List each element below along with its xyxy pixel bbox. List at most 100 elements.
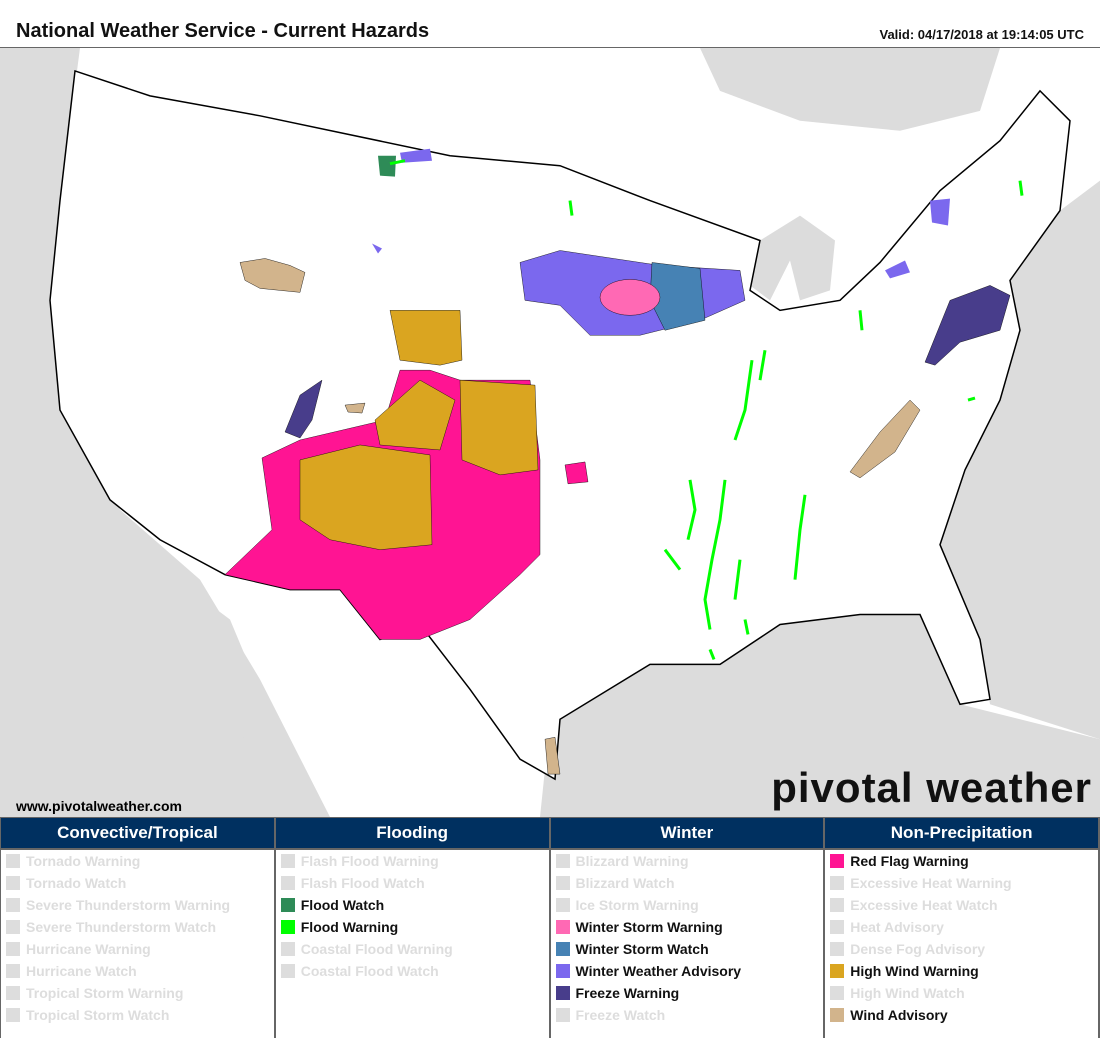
legend-swatch xyxy=(280,854,295,868)
legend-label: Coastal Flood Warning xyxy=(300,941,453,957)
legend-swatch xyxy=(830,920,845,934)
legend-label: Wind Advisory xyxy=(850,1007,948,1023)
legend-label: Heat Advisory xyxy=(850,919,944,935)
legend-item: Excessive Heat Warning xyxy=(825,872,1098,894)
freeze-warning-areas xyxy=(284,285,1011,439)
legend-item: Dense Fog Advisory xyxy=(825,938,1098,960)
legend-item: Tornado Watch xyxy=(1,872,274,894)
legend-item: Winter Storm Warning xyxy=(551,916,824,938)
high-wind-warning-areas xyxy=(299,310,539,550)
legend-column-flooding: Flooding Flash Flood Warning Flash Flood W… xyxy=(275,818,551,1038)
legend-swatch xyxy=(280,920,295,934)
legend-item: Hurricane Watch xyxy=(1,960,274,982)
legend-swatch xyxy=(280,942,295,956)
legend-item: Tropical Storm Warning xyxy=(1,982,274,1004)
legend-item: Excessive Heat Watch xyxy=(825,894,1098,916)
legend-item: Coastal Flood Warning xyxy=(276,938,549,960)
legend-item: Winter Storm Watch xyxy=(551,938,824,960)
legend-item: Freeze Warning xyxy=(551,982,824,1004)
legend-swatch xyxy=(830,942,845,956)
legend-swatch xyxy=(830,876,845,890)
legend-label: Excessive Heat Watch xyxy=(850,897,998,913)
legend-item: Severe Thunderstorm Warning xyxy=(1,894,274,916)
legend-item: Hurricane Warning xyxy=(1,938,274,960)
legend-item: Blizzard Warning xyxy=(551,850,824,872)
legend-item: Heat Advisory xyxy=(825,916,1098,938)
legend-swatch xyxy=(555,854,570,868)
legend-item: Coastal Flood Watch xyxy=(276,960,549,982)
legend-swatch xyxy=(6,964,20,978)
legend-label: Flash Flood Watch xyxy=(300,875,425,891)
legend-label: Freeze Watch xyxy=(575,1007,666,1023)
legend-swatch xyxy=(6,920,20,934)
legend-item: Flood Watch xyxy=(276,894,549,916)
website-label: www.pivotalweather.com xyxy=(16,798,182,814)
winter-storm-warning-area xyxy=(599,279,661,316)
legend-swatch xyxy=(555,920,570,934)
legend-label: Red Flag Warning xyxy=(850,853,969,869)
legend-label: Winter Weather Advisory xyxy=(575,963,742,979)
legend-swatch xyxy=(555,898,570,912)
legend-label: Tropical Storm Watch xyxy=(26,1007,170,1023)
legend-swatch xyxy=(280,964,295,978)
legend-swatch xyxy=(6,876,20,890)
flood-warning-areas xyxy=(389,159,1024,660)
legend-label: Ice Storm Warning xyxy=(575,897,699,913)
legend-column-non-precipitation: Non-Precipitation Red Flag Warning Excessi… xyxy=(825,818,1100,1038)
legend-item: High Wind Warning xyxy=(825,960,1098,982)
legend-label: Freeze Warning xyxy=(575,985,680,1001)
pacific-ocean xyxy=(0,48,330,817)
legend-swatch xyxy=(6,1008,20,1022)
legend-label: Flash Flood Warning xyxy=(300,853,439,869)
legend-label: Tropical Storm Warning xyxy=(26,985,184,1001)
legend: Convective/Tropical Tornado Warning Tornad… xyxy=(0,818,1100,1038)
legend-swatch xyxy=(830,986,845,1000)
legend-column-header: Flooding xyxy=(275,818,549,850)
legend-column-convective-tropical: Convective/Tropical Tornado Warning Tornad… xyxy=(0,818,276,1038)
legend-label: Severe Thunderstorm Warning xyxy=(26,897,231,913)
legend-swatch xyxy=(6,898,20,912)
legend-item: Severe Thunderstorm Watch xyxy=(1,916,274,938)
legend-swatch xyxy=(555,986,570,1000)
legend-label: Severe Thunderstorm Watch xyxy=(26,919,217,935)
legend-column-header: Winter xyxy=(550,818,824,850)
legend-swatch xyxy=(830,1008,845,1022)
legend-label: Tornado Warning xyxy=(26,853,141,869)
legend-label: Blizzard Warning xyxy=(575,853,689,869)
pivotal-weather-logo: pivotal weather xyxy=(771,764,1092,811)
legend-label: Winter Storm Warning xyxy=(575,919,723,935)
legend-label: Flood Warning xyxy=(300,919,399,935)
legend-label: High Wind Warning xyxy=(850,963,979,979)
legend-item: High Wind Watch xyxy=(825,982,1098,1004)
legend-column-winter: Winter Blizzard Warning Blizzard Watch Ice … xyxy=(550,818,826,1038)
legend-swatch xyxy=(830,964,845,978)
legend-label: High Wind Watch xyxy=(850,985,965,1001)
legend-swatch xyxy=(6,854,20,868)
valid-time: Valid: 04/17/2018 at 19:14:05 UTC xyxy=(879,27,1084,42)
legend-item: Red Flag Warning xyxy=(825,850,1098,872)
legend-swatch xyxy=(280,898,295,912)
legend-swatch xyxy=(555,964,570,978)
flood-watch-area xyxy=(378,155,396,177)
legend-item: Winter Weather Advisory xyxy=(551,960,824,982)
legend-swatch xyxy=(6,986,20,1000)
legend-swatch xyxy=(6,942,20,956)
legend-swatch xyxy=(555,876,570,890)
legend-item: Blizzard Watch xyxy=(551,872,824,894)
page-title: National Weather Service - Current Hazar… xyxy=(16,20,430,42)
legend-swatch xyxy=(830,898,845,912)
legend-item: Tornado Warning xyxy=(1,850,274,872)
legend-item: Tropical Storm Watch xyxy=(1,1004,274,1026)
legend-label: Blizzard Watch xyxy=(575,875,675,891)
legend-item: Flash Flood Warning xyxy=(276,850,549,872)
atlantic-ocean xyxy=(940,180,1100,740)
legend-item: Freeze Watch xyxy=(551,1004,824,1026)
wind-advisory-areas xyxy=(239,258,921,775)
legend-label: Flood Watch xyxy=(300,897,385,913)
legend-label: Hurricane Warning xyxy=(26,941,151,957)
legend-label: Coastal Flood Watch xyxy=(300,963,439,979)
legend-item: Flash Flood Watch xyxy=(276,872,549,894)
legend-label: Excessive Heat Warning xyxy=(850,875,1012,891)
legend-label: Winter Storm Watch xyxy=(575,941,709,957)
legend-column-header: Convective/Tropical xyxy=(1,818,274,850)
